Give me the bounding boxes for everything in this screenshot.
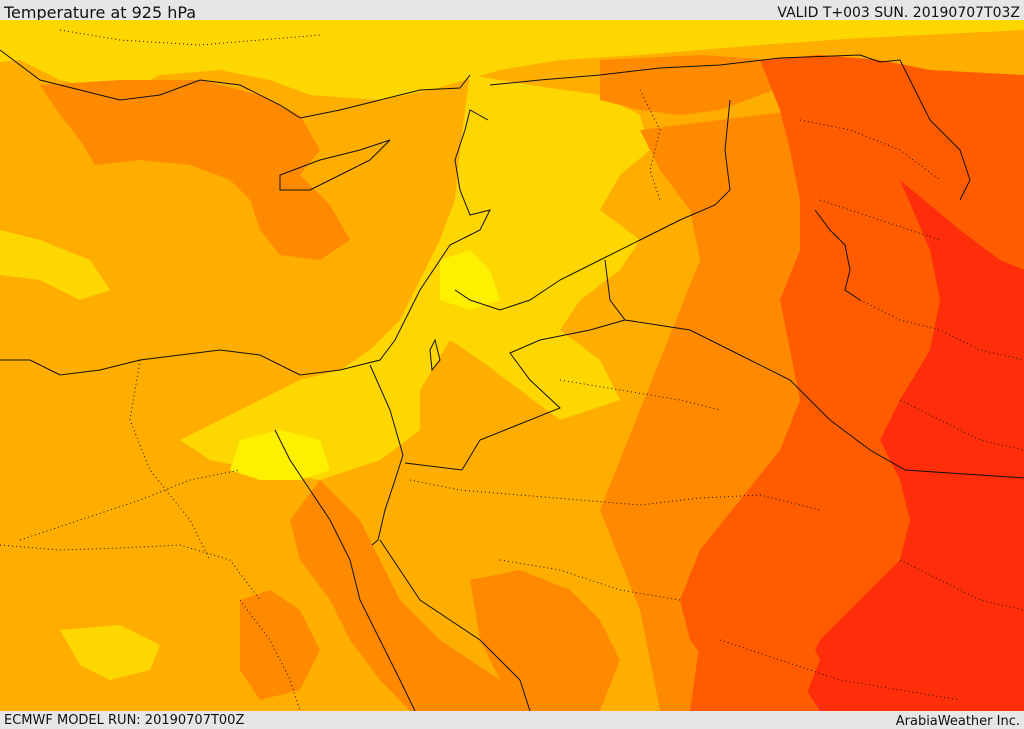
temp-zone-orange-redsea	[290, 480, 520, 711]
temp-zone-yellow-north	[0, 20, 1024, 100]
temp-zone-yellow-west	[0, 230, 110, 300]
temperature-map	[0, 20, 1024, 711]
temp-zone-yellow-egypt	[60, 625, 160, 680]
model-run-label: ECMWF MODEL RUN: 20190707T00Z	[4, 713, 245, 728]
temp-zone-orange-iraq-north	[600, 55, 800, 115]
temp-zone-hot-gulf	[800, 180, 1024, 711]
temp-zone-orange-egypt-south	[240, 590, 320, 700]
temp-zone-yellow-dead-sea	[440, 250, 500, 310]
footer-bar	[0, 711, 1024, 729]
valid-time-label: VALID T+003 SUN. 20190707T03Z	[777, 5, 1020, 21]
brand-label: ArabiaWeather Inc.	[895, 714, 1020, 729]
temp-zone-yellow-sinai	[230, 430, 330, 480]
header-bar	[0, 0, 1024, 20]
map-title: Temperature at 925 hPa	[4, 3, 197, 22]
province-lines	[0, 29, 1024, 711]
temp-zone-yellow-levant	[180, 75, 650, 480]
temp-zone-orange-arabia-south	[470, 570, 620, 711]
country-borders	[0, 49, 1024, 711]
temp-zone-hot-south	[690, 610, 820, 711]
temp-zone-orange-turkey	[40, 80, 350, 260]
